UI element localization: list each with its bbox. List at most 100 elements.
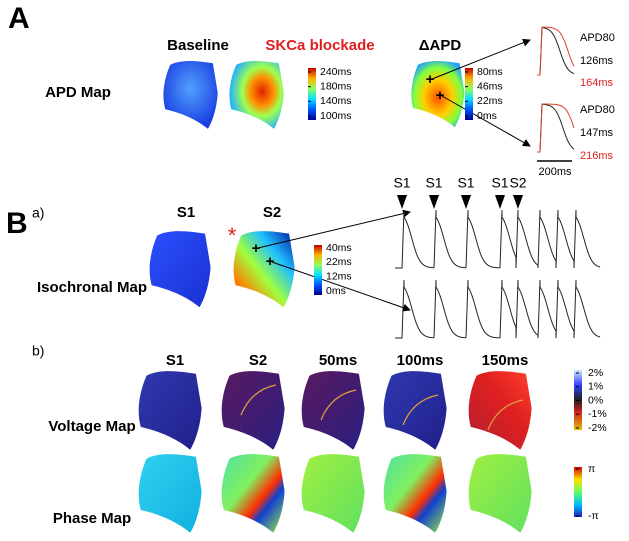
stimulus-arrow xyxy=(397,195,407,209)
wave-arrow xyxy=(320,389,357,421)
stimulus-label: S1 xyxy=(425,175,442,191)
colorbar-label: 1% xyxy=(588,381,603,393)
map xyxy=(468,454,532,533)
trace-value: 164ms xyxy=(580,77,614,89)
map xyxy=(468,371,532,450)
colorbar-label: π xyxy=(588,463,595,475)
row-label: Voltage Map xyxy=(48,418,135,435)
map-shape xyxy=(221,371,285,450)
map xyxy=(221,454,285,533)
column-title: ΔAPD xyxy=(419,37,462,54)
map xyxy=(149,231,211,308)
trace-value: 147ms xyxy=(580,127,614,139)
colorbar-label: 40ms xyxy=(326,242,352,254)
stimulus-label: S2 xyxy=(509,175,526,191)
colorbar-label: -2% xyxy=(588,422,607,434)
colorbar-label: -1% xyxy=(588,408,607,420)
trace xyxy=(537,103,575,153)
colorbar-label: -π xyxy=(588,510,599,522)
traces xyxy=(537,26,575,153)
map xyxy=(138,454,202,533)
trace-title: APD80 xyxy=(580,104,615,116)
map xyxy=(301,454,365,533)
panel-label: B xyxy=(6,207,28,240)
map-shape xyxy=(468,454,532,533)
map-shape xyxy=(383,371,447,450)
marker: + xyxy=(252,240,261,257)
map-shape xyxy=(301,371,365,450)
sub-label: b) xyxy=(32,343,44,359)
stimulus-arrow xyxy=(513,195,523,209)
column-title: Baseline xyxy=(167,37,229,54)
stimulus-label: S1 xyxy=(491,175,508,191)
scale-label: 200ms xyxy=(538,166,572,178)
map xyxy=(229,60,284,129)
colorbar-label: 12ms xyxy=(326,270,352,282)
traces xyxy=(395,209,601,339)
trace-value: 216ms xyxy=(580,150,614,162)
arrow xyxy=(271,261,411,312)
trace xyxy=(395,279,601,339)
marker: + xyxy=(266,253,275,270)
colorbar-label: 22ms xyxy=(477,95,503,107)
column-title: 50ms xyxy=(319,352,357,369)
trace-title: APD80 xyxy=(580,32,615,44)
marker: + xyxy=(436,87,445,104)
column-title: S2 xyxy=(263,204,281,221)
colorbar-label: 0ms xyxy=(477,110,497,122)
map xyxy=(301,371,365,450)
stimulus-marker: * xyxy=(228,223,237,248)
stimulus-arrow xyxy=(461,195,471,209)
map xyxy=(138,371,202,450)
column-title: SKCa blockade xyxy=(265,37,374,54)
colorbar-label: 80ms xyxy=(477,66,503,78)
map-shape xyxy=(138,454,202,533)
wave-arrow xyxy=(487,399,524,431)
stimulus-label: S1 xyxy=(393,175,410,191)
row-label: Isochronal Map xyxy=(37,279,147,296)
map xyxy=(383,371,447,450)
colorbar-label: 0ms xyxy=(326,285,346,297)
map-shape xyxy=(221,454,285,533)
panel-label: A xyxy=(8,2,30,35)
wave-arrow xyxy=(240,384,277,416)
column-title: S2 xyxy=(249,352,267,369)
marker: + xyxy=(426,71,435,88)
column-title: 150ms xyxy=(482,352,529,369)
column-title: 100ms xyxy=(397,352,444,369)
column-title: S1 xyxy=(166,352,184,369)
trace xyxy=(537,103,575,153)
map-shape xyxy=(138,371,202,450)
colorbar-label: 100ms xyxy=(320,110,352,122)
map xyxy=(233,231,295,308)
stimulus-arrow xyxy=(429,195,439,209)
colorbar-label: 22ms xyxy=(326,256,352,268)
colorbar-label: 46ms xyxy=(477,80,503,92)
colorbar-label: 2% xyxy=(588,367,603,379)
colorbar xyxy=(574,467,582,517)
colorbar-label: 140ms xyxy=(320,95,352,107)
map xyxy=(383,454,447,533)
colorbar xyxy=(465,68,473,120)
wave-arrow xyxy=(402,394,439,426)
colorbar xyxy=(314,245,322,295)
map xyxy=(221,371,285,450)
map-shape xyxy=(383,454,447,533)
arrow xyxy=(257,209,411,249)
stimulus-arrow xyxy=(495,195,505,209)
colorbar xyxy=(308,68,316,120)
trace xyxy=(395,209,601,269)
arrow xyxy=(441,95,531,147)
stimulus-label: S1 xyxy=(457,175,474,191)
map-shape xyxy=(301,454,365,533)
colorbar-label: 180ms xyxy=(320,80,352,92)
colorbar-label: 0% xyxy=(588,394,603,406)
colorbar-label: 240ms xyxy=(320,66,352,78)
map-shape xyxy=(468,371,532,450)
row-label: Phase Map xyxy=(53,510,131,527)
trace-value: 126ms xyxy=(580,55,614,67)
column-title: S1 xyxy=(177,204,195,221)
row-label: APD Map xyxy=(45,84,111,101)
trace xyxy=(537,26,575,76)
